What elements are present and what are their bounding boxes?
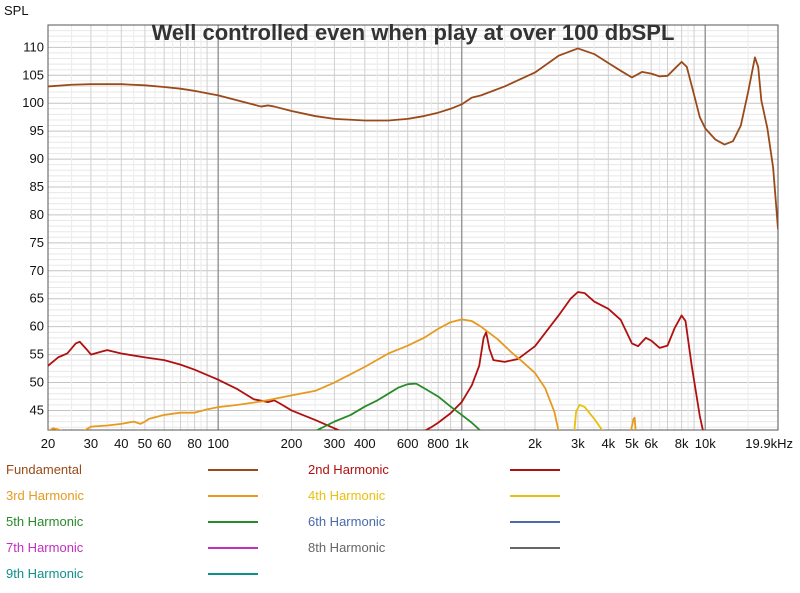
x-tick-label: 2k xyxy=(528,436,542,451)
chart-title: Well controlled even when play at over 1… xyxy=(152,20,675,45)
x-tick-label: 19.9kHz xyxy=(745,436,793,451)
legend-label: 4th Harmonic xyxy=(308,488,386,503)
x-tick-label: 4k xyxy=(601,436,615,451)
series-line-5th-harmonic xyxy=(315,382,482,430)
axes: SPL 45 50 55 60 65 70 75 80 85 90 95 100 105 110 20 30 4… xyxy=(4,3,793,451)
y-tick-label: 60 xyxy=(30,319,44,334)
x-tick-label: 100 xyxy=(207,436,229,451)
y-tick-label: 45 xyxy=(30,402,44,417)
x-tick-label: 800 xyxy=(427,436,449,451)
y-tick-label: 105 xyxy=(22,67,44,82)
x-tick-label: 8k xyxy=(675,436,689,451)
x-tick-label: 1k xyxy=(455,436,469,451)
x-tick-label: 300 xyxy=(324,436,346,451)
series-line-3rd-harmonic xyxy=(630,416,637,430)
y-tick-label: 100 xyxy=(22,95,44,110)
series-line-3rd-harmonic xyxy=(83,318,560,430)
series-line-3rd-harmonic xyxy=(48,427,63,430)
legend: Fundamental 2nd Harmonic 3rd Harmonic 4th H… xyxy=(6,462,560,581)
series-layer xyxy=(48,47,778,430)
legend-label: 6th Harmonic xyxy=(308,514,386,529)
x-tick-label: 6k xyxy=(644,436,658,451)
y-axis-label: SPL xyxy=(4,3,29,18)
y-tick-label: 70 xyxy=(30,263,44,278)
x-tick-label: 30 xyxy=(84,436,98,451)
y-tick-label: 85 xyxy=(30,179,44,194)
x-tick-label: 40 xyxy=(114,436,128,451)
x-tick-label: 20 xyxy=(41,436,55,451)
series-line-2nd-harmonic xyxy=(48,340,341,430)
x-tick-label: 3k xyxy=(571,436,585,451)
y-tick-label: 80 xyxy=(30,207,44,222)
x-tick-label: 50 xyxy=(138,436,152,451)
x-tick-label: 400 xyxy=(354,436,376,451)
x-tick-label: 600 xyxy=(397,436,419,451)
y-tick-label: 95 xyxy=(30,123,44,138)
x-tick-label: 10k xyxy=(695,436,716,451)
series-line-4th-harmonic xyxy=(573,403,604,430)
legend-label: 7th Harmonic xyxy=(6,540,84,555)
legend-label: 3rd Harmonic xyxy=(6,488,85,503)
x-tick-label: 80 xyxy=(187,436,201,451)
legend-label: 2nd Harmonic xyxy=(308,462,389,477)
x-tick-label: 5k xyxy=(625,436,639,451)
y-tick-label: 50 xyxy=(30,375,44,390)
legend-label: Fundamental xyxy=(6,462,82,477)
y-tick-label: 75 xyxy=(30,235,44,250)
legend-label: 5th Harmonic xyxy=(6,514,84,529)
legend-label: 9th Harmonic xyxy=(6,566,84,581)
series-line-2nd-harmonic xyxy=(424,291,704,430)
x-tick-label: 60 xyxy=(157,436,171,451)
y-tick-label: 55 xyxy=(30,347,44,362)
legend-label: 8th Harmonic xyxy=(308,540,386,555)
y-tick-label: 90 xyxy=(30,151,44,166)
series-line-fundamental xyxy=(48,47,778,230)
x-tick-label: 200 xyxy=(281,436,303,451)
y-tick-label: 110 xyxy=(23,39,44,54)
y-tick-label: 65 xyxy=(30,291,44,306)
